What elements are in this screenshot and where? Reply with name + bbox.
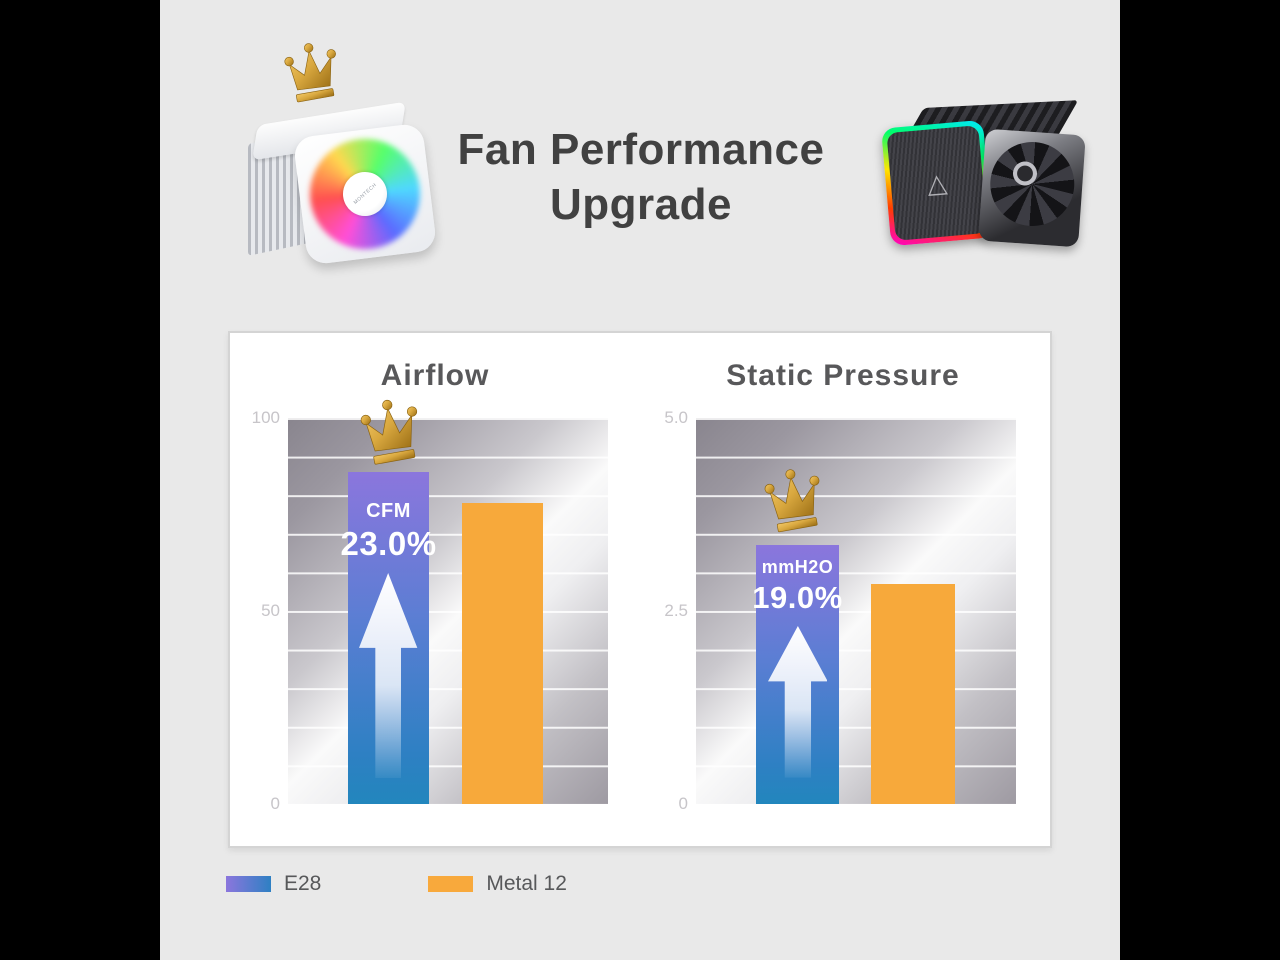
plot-area: CFM 23.0% [288, 399, 608, 804]
chart-panel: Airflow 100 50 0 [228, 331, 1052, 848]
bar-unit-label: CFM [366, 500, 411, 523]
y-tick: 2.5 [664, 601, 688, 620]
up-arrow-icon [359, 573, 418, 778]
legend-label-metal12: Metal 12 [486, 872, 567, 895]
bar-e28-static-pressure: mmH2O 19.0% [752, 545, 842, 804]
y-axis-ticks: 5.0 2.5 0 [638, 408, 688, 813]
bar-e28-airflow: CFM 23.0% [340, 472, 436, 804]
fan-frame [978, 128, 1086, 248]
y-tick: 50 [261, 601, 280, 620]
brand-label: MONTECH [352, 182, 378, 206]
legend: E28 Metal 12 [226, 872, 567, 896]
y-axis-ticks: 100 50 0 [230, 408, 280, 813]
crown-icon [282, 40, 344, 106]
bar-metal12-static-pressure [871, 583, 955, 804]
up-arrow-icon [767, 626, 828, 778]
crown-icon [762, 462, 828, 540]
y-tick: 100 [251, 408, 280, 427]
triangle-logo-icon: △ [925, 167, 949, 199]
chart-title: Static Pressure [726, 359, 960, 392]
front-plate: △ [886, 125, 988, 241]
y-tick: 0 [678, 794, 688, 813]
page-title: Fan Performance Upgrade [398, 122, 884, 232]
legend-swatch-e28 [226, 876, 271, 892]
black-cooler-image: △ [881, 100, 1086, 248]
legend-label-e28: E28 [284, 872, 322, 895]
title-line-2: Upgrade [550, 180, 732, 229]
content-area: MONTECH Fan Performance Upgrade △ [160, 0, 1120, 960]
bar-gain-label: 23.0% [340, 525, 437, 563]
airflow-chart: Airflow 100 50 0 [230, 333, 640, 846]
bar-unit-label: mmH2O [761, 557, 834, 578]
static-pressure-chart: Static Pressure 5.0 2.5 0 [638, 333, 1048, 846]
chart-title: Airflow [380, 359, 490, 392]
plot-area: mmH2O 19.0% [696, 418, 1016, 804]
black-fan [987, 139, 1078, 229]
legend-swatch-metal12 [428, 876, 474, 892]
bar-gain-label: 19.0% [752, 580, 843, 616]
rgb-edge-plate: △ [881, 119, 993, 247]
bar-metal12-airflow [462, 502, 543, 804]
y-tick: 0 [270, 794, 280, 813]
crown-icon [358, 391, 426, 474]
y-tick: 5.0 [664, 408, 688, 427]
title-line-1: Fan Performance [457, 125, 825, 174]
